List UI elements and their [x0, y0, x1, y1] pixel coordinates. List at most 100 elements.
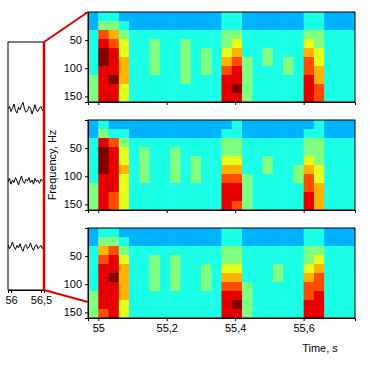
heat-cell [119, 309, 130, 318]
heat-cell [222, 291, 233, 301]
heat-cell [88, 192, 99, 202]
heat-cell [242, 75, 253, 85]
heat-cell [283, 57, 294, 67]
heat-cell [191, 309, 202, 318]
heat-cell [150, 183, 161, 193]
heat-cell [334, 84, 345, 94]
heat-cell [150, 66, 161, 76]
heat-cell [170, 66, 181, 76]
heat-cell [304, 48, 315, 58]
heat-cell [109, 21, 120, 31]
heat-cell [160, 93, 171, 102]
x-axis: 5656,5 [5, 290, 52, 306]
heat-cell [232, 57, 243, 67]
heat-cell [119, 156, 130, 166]
signal-line [8, 176, 44, 185]
heat-cell [129, 12, 140, 22]
heat-cell [109, 273, 120, 283]
heat-cell [334, 282, 345, 292]
heat-cell [242, 39, 253, 49]
heat-cell [283, 264, 294, 274]
heat-cell [232, 309, 243, 318]
heat-cell [139, 165, 150, 175]
y-axis-tick: 50 [70, 250, 88, 262]
heat-cell [293, 183, 304, 193]
heat-cell [304, 138, 315, 148]
heat-cell [242, 48, 253, 58]
heat-cell [263, 246, 274, 256]
heat-cell [129, 75, 140, 85]
tick-mark [98, 102, 99, 105]
heat-cell [304, 156, 315, 166]
heat-cell [263, 21, 274, 31]
heat-cell [180, 39, 191, 49]
heat-cell [180, 192, 191, 202]
heat-cell [88, 300, 99, 310]
heat-cell [88, 174, 99, 184]
heat-cell [304, 192, 315, 202]
heat-cell [109, 156, 120, 166]
heat-cell [314, 48, 325, 58]
heat-cell [191, 264, 202, 274]
zoom-line [44, 12, 88, 42]
plot-area [88, 228, 355, 318]
heat-cell [263, 84, 274, 94]
heat-cell [211, 147, 222, 157]
heat-cell [304, 246, 315, 256]
heat-cell [109, 174, 120, 184]
heat-cell [304, 93, 315, 102]
heat-cell [191, 255, 202, 265]
heat-cell [129, 21, 140, 31]
heat-cell [273, 246, 284, 256]
heat-cell [129, 228, 140, 238]
heat-cell [98, 309, 109, 318]
heat-cell [222, 21, 233, 31]
heat-cell [222, 201, 233, 210]
heat-cell [109, 165, 120, 175]
y-axis-line [85, 229, 89, 319]
heat-cell [119, 183, 130, 193]
heat-cell [345, 93, 355, 102]
heat-cell [324, 174, 335, 184]
heat-cell [180, 93, 191, 102]
heat-cell [232, 228, 243, 238]
heat-cell [242, 120, 253, 130]
heat-cell [345, 138, 355, 148]
heat-cell [283, 165, 294, 175]
heat-cell [211, 12, 222, 22]
heat-cell [201, 156, 212, 166]
heat-cell [170, 264, 181, 274]
heat-cell [160, 192, 171, 202]
heat-cell [263, 93, 274, 102]
heat-cell [150, 156, 161, 166]
heat-cell [180, 264, 191, 274]
heat-cell [119, 174, 130, 184]
heat-cell [232, 120, 243, 130]
heat-cell [180, 183, 191, 193]
heat-cell [304, 120, 315, 130]
heat-cell [139, 183, 150, 193]
heat-cell [314, 156, 325, 166]
heat-cell [293, 246, 304, 256]
heat-cell [334, 21, 345, 31]
heat-cell [201, 21, 212, 31]
heat-cell [139, 201, 150, 210]
heat-cell [109, 291, 120, 301]
heat-cell [314, 138, 325, 148]
heat-cell [324, 237, 335, 247]
heat-cell [129, 192, 140, 202]
heat-cell [324, 300, 335, 310]
heat-cell [252, 165, 263, 175]
x-axis-tick [235, 210, 236, 213]
heat-cell [252, 300, 263, 310]
heat-cell [160, 165, 171, 175]
heat-cell [334, 300, 345, 310]
heat-cell [109, 228, 120, 238]
heat-cell [232, 264, 243, 274]
heat-cell [109, 48, 120, 58]
heat-cell [160, 156, 171, 166]
heat-cell [293, 66, 304, 76]
heat-cell [109, 309, 120, 318]
heat-cell [129, 237, 140, 247]
heat-cell [273, 201, 284, 210]
